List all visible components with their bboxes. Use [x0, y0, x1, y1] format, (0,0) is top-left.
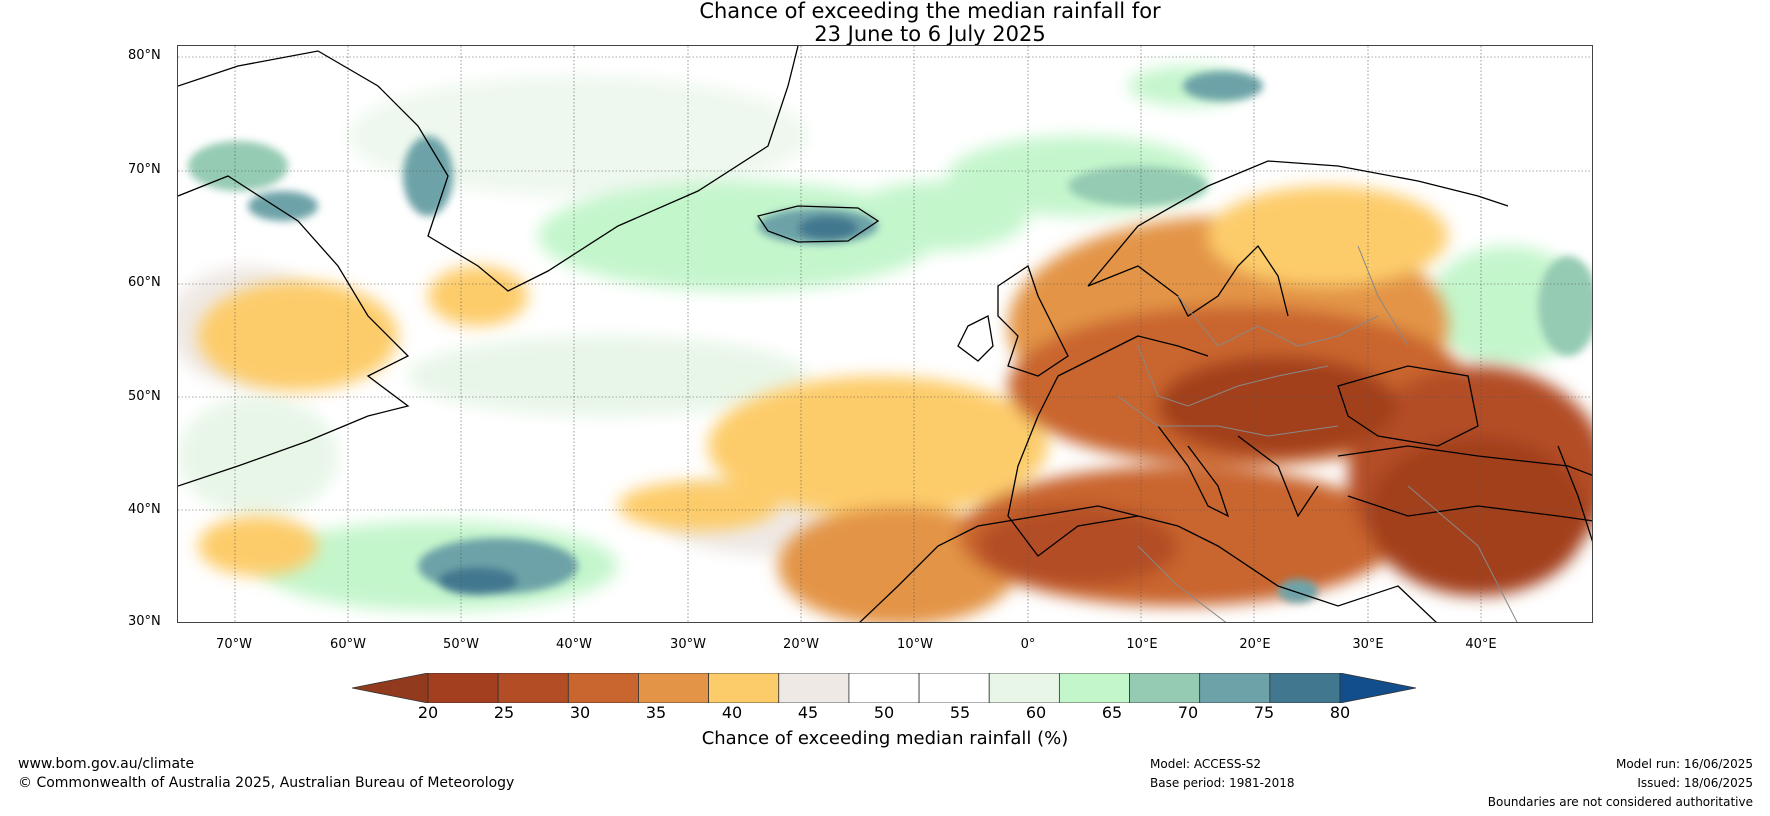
lon-tick-70w: 70°W [216, 637, 252, 652]
lat-tick-70n: 70°N [128, 162, 161, 177]
model-run-text: Model run: 16/06/2025 [1615, 757, 1753, 771]
graticule [178, 46, 1592, 622]
website-link[interactable]: www.bom.gov.au/climate [18, 756, 195, 772]
lat-tick-80n: 80°N [128, 48, 161, 63]
base-period-text: Base period: 1981-2018 [1150, 776, 1295, 790]
lon-tick-20e: 20°E [1239, 637, 1271, 652]
title-line-2: 23 June to 6 July 2025 [814, 22, 1046, 46]
title-line-1: Chance of exceeding the median rainfall … [699, 0, 1161, 23]
lon-tick-0: 0° [1020, 637, 1036, 652]
lat-tick-50n: 50°N [128, 389, 161, 404]
colorbar-tick-label: 55 [949, 703, 971, 722]
lon-tick-30w: 30°W [670, 637, 706, 652]
colorbar-segment [778, 673, 850, 703]
colorbar-tick-label: 45 [797, 703, 819, 722]
colorbar-segment [638, 673, 710, 703]
colorbar-segment [427, 673, 499, 703]
colorbar-tick-label: 60 [1025, 703, 1047, 722]
map-canvas [178, 46, 1592, 622]
colorbar-tick-label: 75 [1253, 703, 1275, 722]
lon-tick-30e: 30°E [1352, 637, 1384, 652]
lat-tick-60n: 60°N [128, 275, 161, 290]
lon-tick-50w: 50°W [443, 637, 479, 652]
colorbar-tick-label: 50 [873, 703, 895, 722]
colorbar-segment [1129, 673, 1201, 703]
issued-text: Issued: 18/06/2025 [1637, 776, 1753, 790]
colorbar-tick-label: 20 [417, 703, 439, 722]
colorbar-tick-label: 30 [569, 703, 591, 722]
colorbar-tick-label: 35 [645, 703, 667, 722]
map-title: Chance of exceeding the median rainfall … [0, 0, 1770, 46]
lon-tick-40e: 40°E [1465, 637, 1497, 652]
colorbar-segment [988, 673, 1060, 703]
colorbar-segment [1058, 673, 1130, 703]
colorbar-segment [567, 673, 639, 703]
colorbar-segment [918, 673, 990, 703]
model-text: Model: ACCESS-S2 [1150, 757, 1262, 771]
lon-tick-40w: 40°W [556, 637, 592, 652]
colorbar-tick-label: 65 [1101, 703, 1123, 722]
colorbar-label: Chance of exceeding median rainfall (%) [701, 728, 1069, 749]
above-median-anomalies [188, 71, 1592, 603]
lon-tick-10w: 10°W [897, 637, 933, 652]
lon-tick-60w: 60°W [330, 637, 366, 652]
colorbar-segment [1199, 673, 1271, 703]
colorbar-segment [497, 673, 569, 703]
lat-tick-30n: 30°N [128, 614, 161, 629]
colorbar-segment [848, 673, 920, 703]
country-borders [1117, 245, 1518, 622]
colorbar-tick-label: 25 [493, 703, 515, 722]
colorbar-over-triangle [1339, 673, 1416, 703]
colorbar-under-triangle [352, 673, 429, 703]
coastlines [178, 46, 1592, 622]
colorbar [352, 673, 1416, 703]
colorbar-tick-label: 40 [721, 703, 743, 722]
colorbar-segment [1269, 673, 1341, 703]
disclaimer-text: Boundaries are not considered authoritat… [1487, 795, 1753, 809]
rainfall-map [177, 45, 1593, 623]
below-median-anomalies [198, 186, 1592, 622]
lon-tick-10e: 10°E [1126, 637, 1158, 652]
lon-tick-20w: 20°W [783, 637, 819, 652]
copyright-text: © Commonwealth of Australia 2025, Austra… [18, 775, 515, 791]
lat-tick-40n: 40°N [128, 502, 161, 517]
colorbar-segment [708, 673, 780, 703]
colorbar-tick-label: 70 [1177, 703, 1199, 722]
colorbar-tick-label: 80 [1329, 703, 1351, 722]
